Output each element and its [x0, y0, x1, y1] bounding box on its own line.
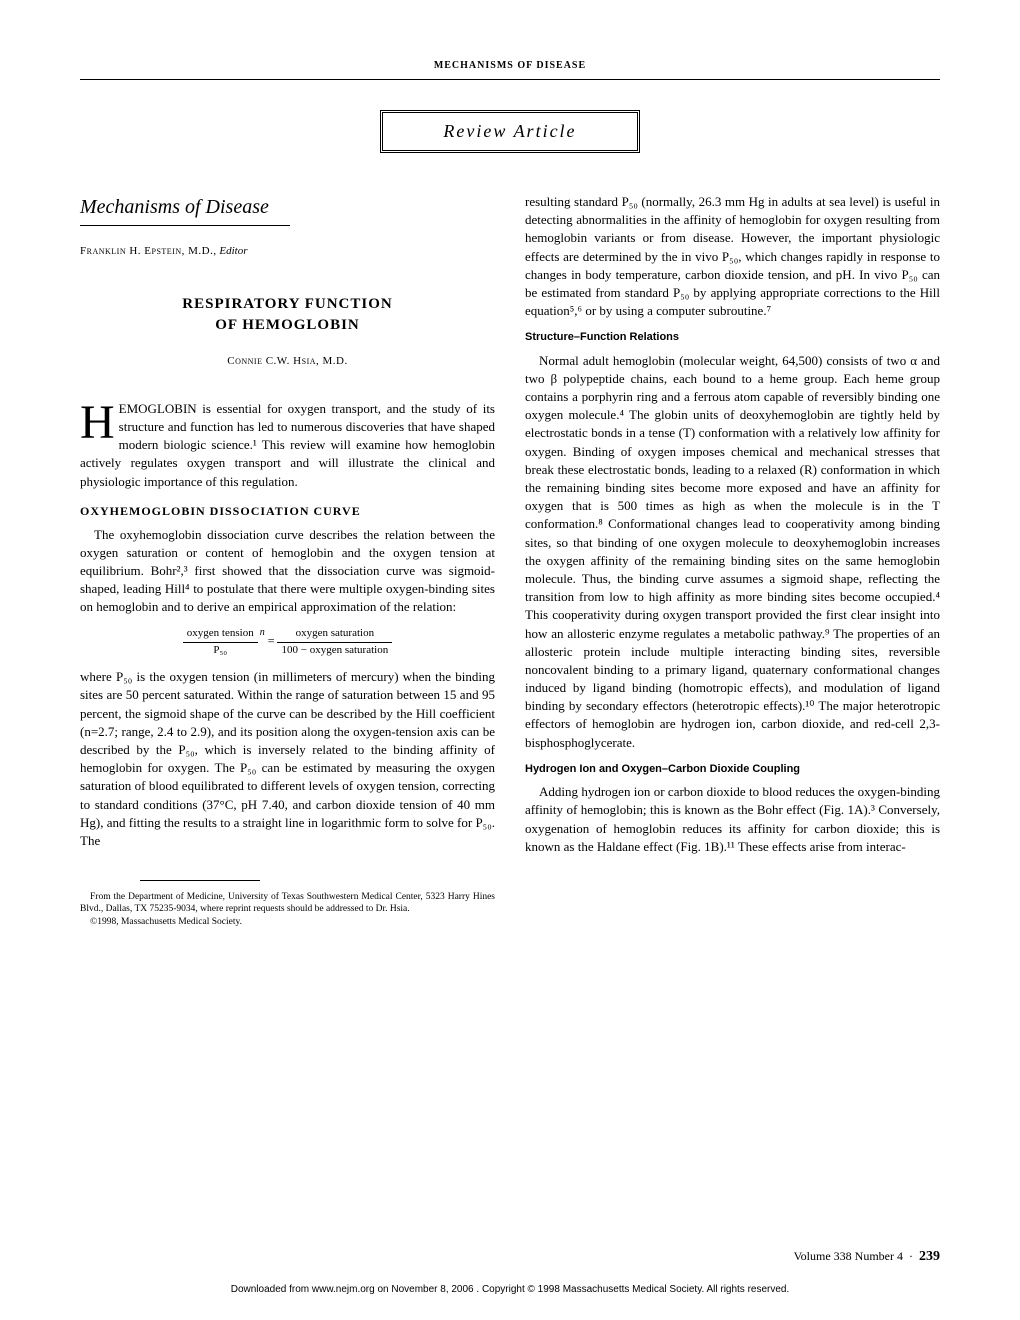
editor-line: Franklin H. Epstein, M.D., Editor [80, 244, 495, 259]
affiliation-rule [140, 880, 260, 881]
volume-info: Volume 338 Number 4 [794, 1249, 903, 1263]
eq-rhs-num: oxygen saturation [277, 626, 392, 642]
title-line-2: OF HEMOGLOBIN [80, 315, 495, 336]
review-article-box: Review Article [380, 110, 639, 153]
editor-name: Franklin H. Epstein, M.D., [80, 245, 217, 257]
intro-paragraph: H EMOGLOBIN is essential for oxygen tran… [80, 400, 495, 491]
title-line-1: RESPIRATORY FUNCTION [80, 294, 495, 315]
footer-separator: · [909, 1249, 913, 1263]
eq-equals: = [268, 634, 275, 648]
page-header: MECHANISMS OF DISEASE Review Article [80, 60, 940, 153]
eq-exponent: n [258, 627, 265, 638]
structure-paragraph: Normal adult hemoglobin (molecular weigh… [525, 352, 940, 752]
series-title: Mechanisms of Disease [80, 193, 495, 221]
heading-structure-function: Structure–Function Relations [525, 330, 940, 345]
header-rule [80, 79, 940, 80]
right-column: resulting standard P₅₀ (normally, 26.3 m… [525, 193, 940, 928]
heading-oxyhemoglobin: OXYHEMOGLOBIN DISSOCIATION CURVE [80, 503, 495, 520]
curve-paragraph-2: where P₅₀ is the oxygen tension (in mill… [80, 668, 495, 850]
series-title-rule [80, 225, 290, 226]
heading-hydrogen-ion: Hydrogen Ion and Oxygen–Carbon Dioxide C… [525, 762, 940, 777]
curve-paragraph-1: The oxyhemoglobin dissociation curve des… [80, 526, 495, 617]
eq-lhs-fraction: oxygen tension P₅₀ [183, 626, 258, 658]
download-notice: Downloaded from www.nejm.org on November… [80, 1284, 940, 1295]
two-column-layout: Mechanisms of Disease Franklin H. Epstei… [80, 193, 940, 928]
left-column: Mechanisms of Disease Franklin H. Epstei… [80, 193, 495, 928]
hydrogen-paragraph: Adding hydrogen ion or carbon dioxide to… [525, 783, 940, 856]
eq-rhs-den: 100 − oxygen saturation [277, 643, 392, 658]
hill-equation: oxygen tension P₅₀ n = oxygen saturation… [80, 626, 495, 658]
affiliation-line-1: From the Department of Medicine, Univers… [80, 891, 495, 916]
eq-lhs-den: P₅₀ [183, 643, 258, 658]
intro-text: EMOGLOBIN is essential for oxygen transp… [80, 401, 495, 489]
editor-role: Editor [219, 245, 247, 257]
article-title: RESPIRATORY FUNCTION OF HEMOGLOBIN [80, 294, 495, 336]
section-label: MECHANISMS OF DISEASE [80, 60, 940, 71]
page-number: 239 [919, 1249, 940, 1264]
dropcap: H [80, 400, 119, 442]
article-author: Connie C.W. Hsia, M.D. [80, 354, 495, 369]
col2-continuation: resulting standard P₅₀ (normally, 26.3 m… [525, 193, 940, 320]
page-footer: Volume 338 Number 4 · 239 [794, 1249, 940, 1265]
eq-rhs-fraction: oxygen saturation 100 − oxygen saturatio… [277, 626, 392, 658]
affiliation-line-2: ©1998, Massachusetts Medical Society. [80, 916, 495, 928]
eq-lhs-num: oxygen tension [183, 626, 258, 642]
